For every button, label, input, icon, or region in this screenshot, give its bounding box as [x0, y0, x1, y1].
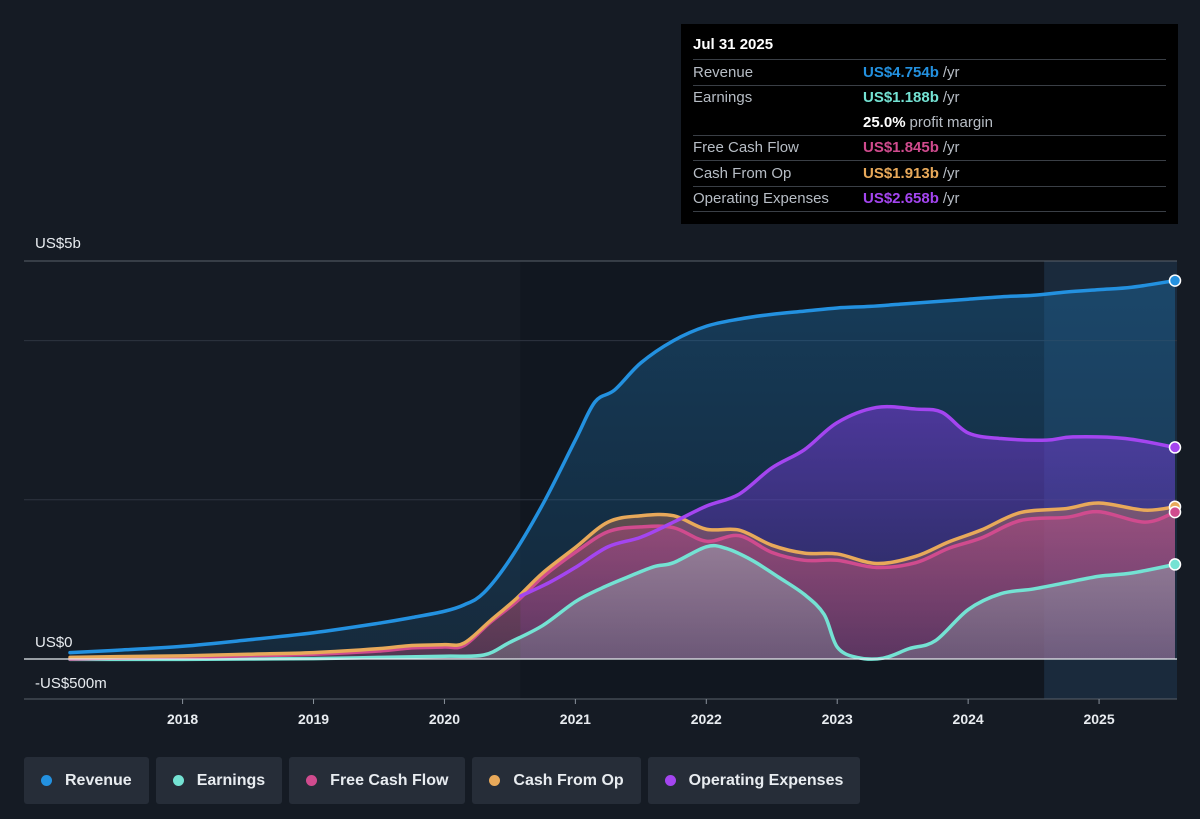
x-tick-label: 2018	[167, 711, 198, 727]
series-areas	[70, 280, 1175, 660]
legend: Revenue Earnings Free Cash Flow Cash From O…	[24, 757, 867, 804]
tooltip-date: Jul 31 2025	[693, 36, 774, 53]
tooltip-row-value: US$2.658b	[863, 190, 939, 208]
series-endpoints	[1168, 274, 1182, 571]
legend-dot-icon	[489, 775, 501, 786]
legend-dot-icon	[41, 775, 52, 786]
y-axis-top-label: US$5b	[35, 235, 81, 252]
x-tick-label: 2019	[298, 711, 329, 727]
tooltip-row-name: Operating Expenses	[693, 190, 829, 208]
cash-from-op-line	[68, 501, 1177, 660]
legend-item-earnings[interactable]: Earnings	[155, 757, 283, 804]
tooltip-row-name: Cash From Op	[693, 164, 792, 182]
tooltip-row-name: Earnings	[693, 89, 753, 107]
legend-label: Free Cash Flow	[330, 771, 449, 789]
y-axis-bottom-label: -US$500m	[35, 675, 107, 692]
legend-item-operating-expenses[interactable]: Operating Expenses	[647, 757, 861, 804]
legend-label: Earnings	[196, 771, 266, 789]
tooltip-panel: Jul 31 2025 Revenue US$4.754b/yr Earnings U…	[681, 24, 1178, 224]
tooltip-row-value: US$1.188b	[863, 89, 939, 107]
tooltip-row-value: US$1.845b	[863, 139, 939, 157]
tooltip-row-value: US$4.754b	[863, 63, 939, 81]
free-cash-flow-line	[68, 509, 1177, 661]
tooltip-row-unit: /yr	[942, 164, 960, 182]
tooltip-row-name: Revenue	[693, 63, 754, 81]
legend-dot-icon	[664, 775, 676, 786]
tooltip-row-unit: /yr	[942, 63, 960, 81]
tooltip-row-value: US$1.913b	[863, 164, 939, 182]
x-tick-label: 2022	[691, 711, 722, 727]
axes: 2018 2019 2020 2021 2022 2023 2024 2025	[24, 658, 1177, 727]
tooltip-row-unit: /yr	[942, 89, 960, 107]
tooltip-row: Earnings US$1.188b/yr	[693, 84, 1166, 111]
tooltip-row-value: 25.0%	[863, 113, 906, 131]
tooltip-row: Free Cash Flow US$1.845b/yr	[693, 134, 1166, 161]
x-tick-label: 2025	[1083, 711, 1114, 727]
legend-item-revenue[interactable]: Revenue	[24, 757, 149, 804]
tooltip-row-unit: /yr	[942, 139, 960, 157]
tooltip-row: Cash From Op US$1.913b/yr	[693, 160, 1166, 186]
revenue-line	[68, 278, 1177, 655]
tooltip-row-unit: /yr	[942, 190, 960, 208]
revenue-endpoint	[1168, 274, 1182, 287]
free-cash-flow-endpoint	[1168, 505, 1182, 519]
x-tick-label: 2024	[953, 711, 984, 727]
legend-label: Revenue	[65, 771, 132, 789]
earnings-endpoint	[1168, 558, 1182, 571]
tooltip-row: 25.0% profit margin	[693, 110, 1166, 135]
y-axis-zero-label: US$0	[35, 634, 73, 651]
x-tick-label: 2020	[429, 711, 460, 727]
earnings-line	[68, 543, 1177, 662]
tooltip-row: Revenue US$4.754b/yr	[693, 59, 1166, 85]
legend-dot-icon	[172, 775, 184, 786]
legend-label: Operating Expenses	[688, 771, 844, 789]
tooltip-rows: Revenue US$4.754b/yr Earnings US$1.188b/yr 2…	[693, 59, 1166, 212]
legend-item-cash-from-op[interactable]: Cash From Op	[472, 757, 641, 804]
legend-label: Cash From Op	[513, 771, 624, 789]
tooltip-row-unit: profit margin	[909, 113, 993, 131]
series-lines	[68, 278, 1177, 662]
legend-dot-icon	[306, 775, 318, 786]
operating-expenses-line	[518, 404, 1177, 598]
x-tick-label: 2021	[560, 711, 591, 727]
legend-item-free-cash-flow[interactable]: Free Cash Flow	[289, 757, 466, 804]
earnings-area	[70, 545, 1175, 660]
operating-expenses-endpoint	[1168, 441, 1182, 454]
tooltip-row: Operating Expenses US$2.658b/yr	[693, 185, 1166, 212]
x-tick-label: 2023	[822, 711, 853, 727]
tooltip-row-name: Free Cash Flow	[693, 139, 799, 157]
